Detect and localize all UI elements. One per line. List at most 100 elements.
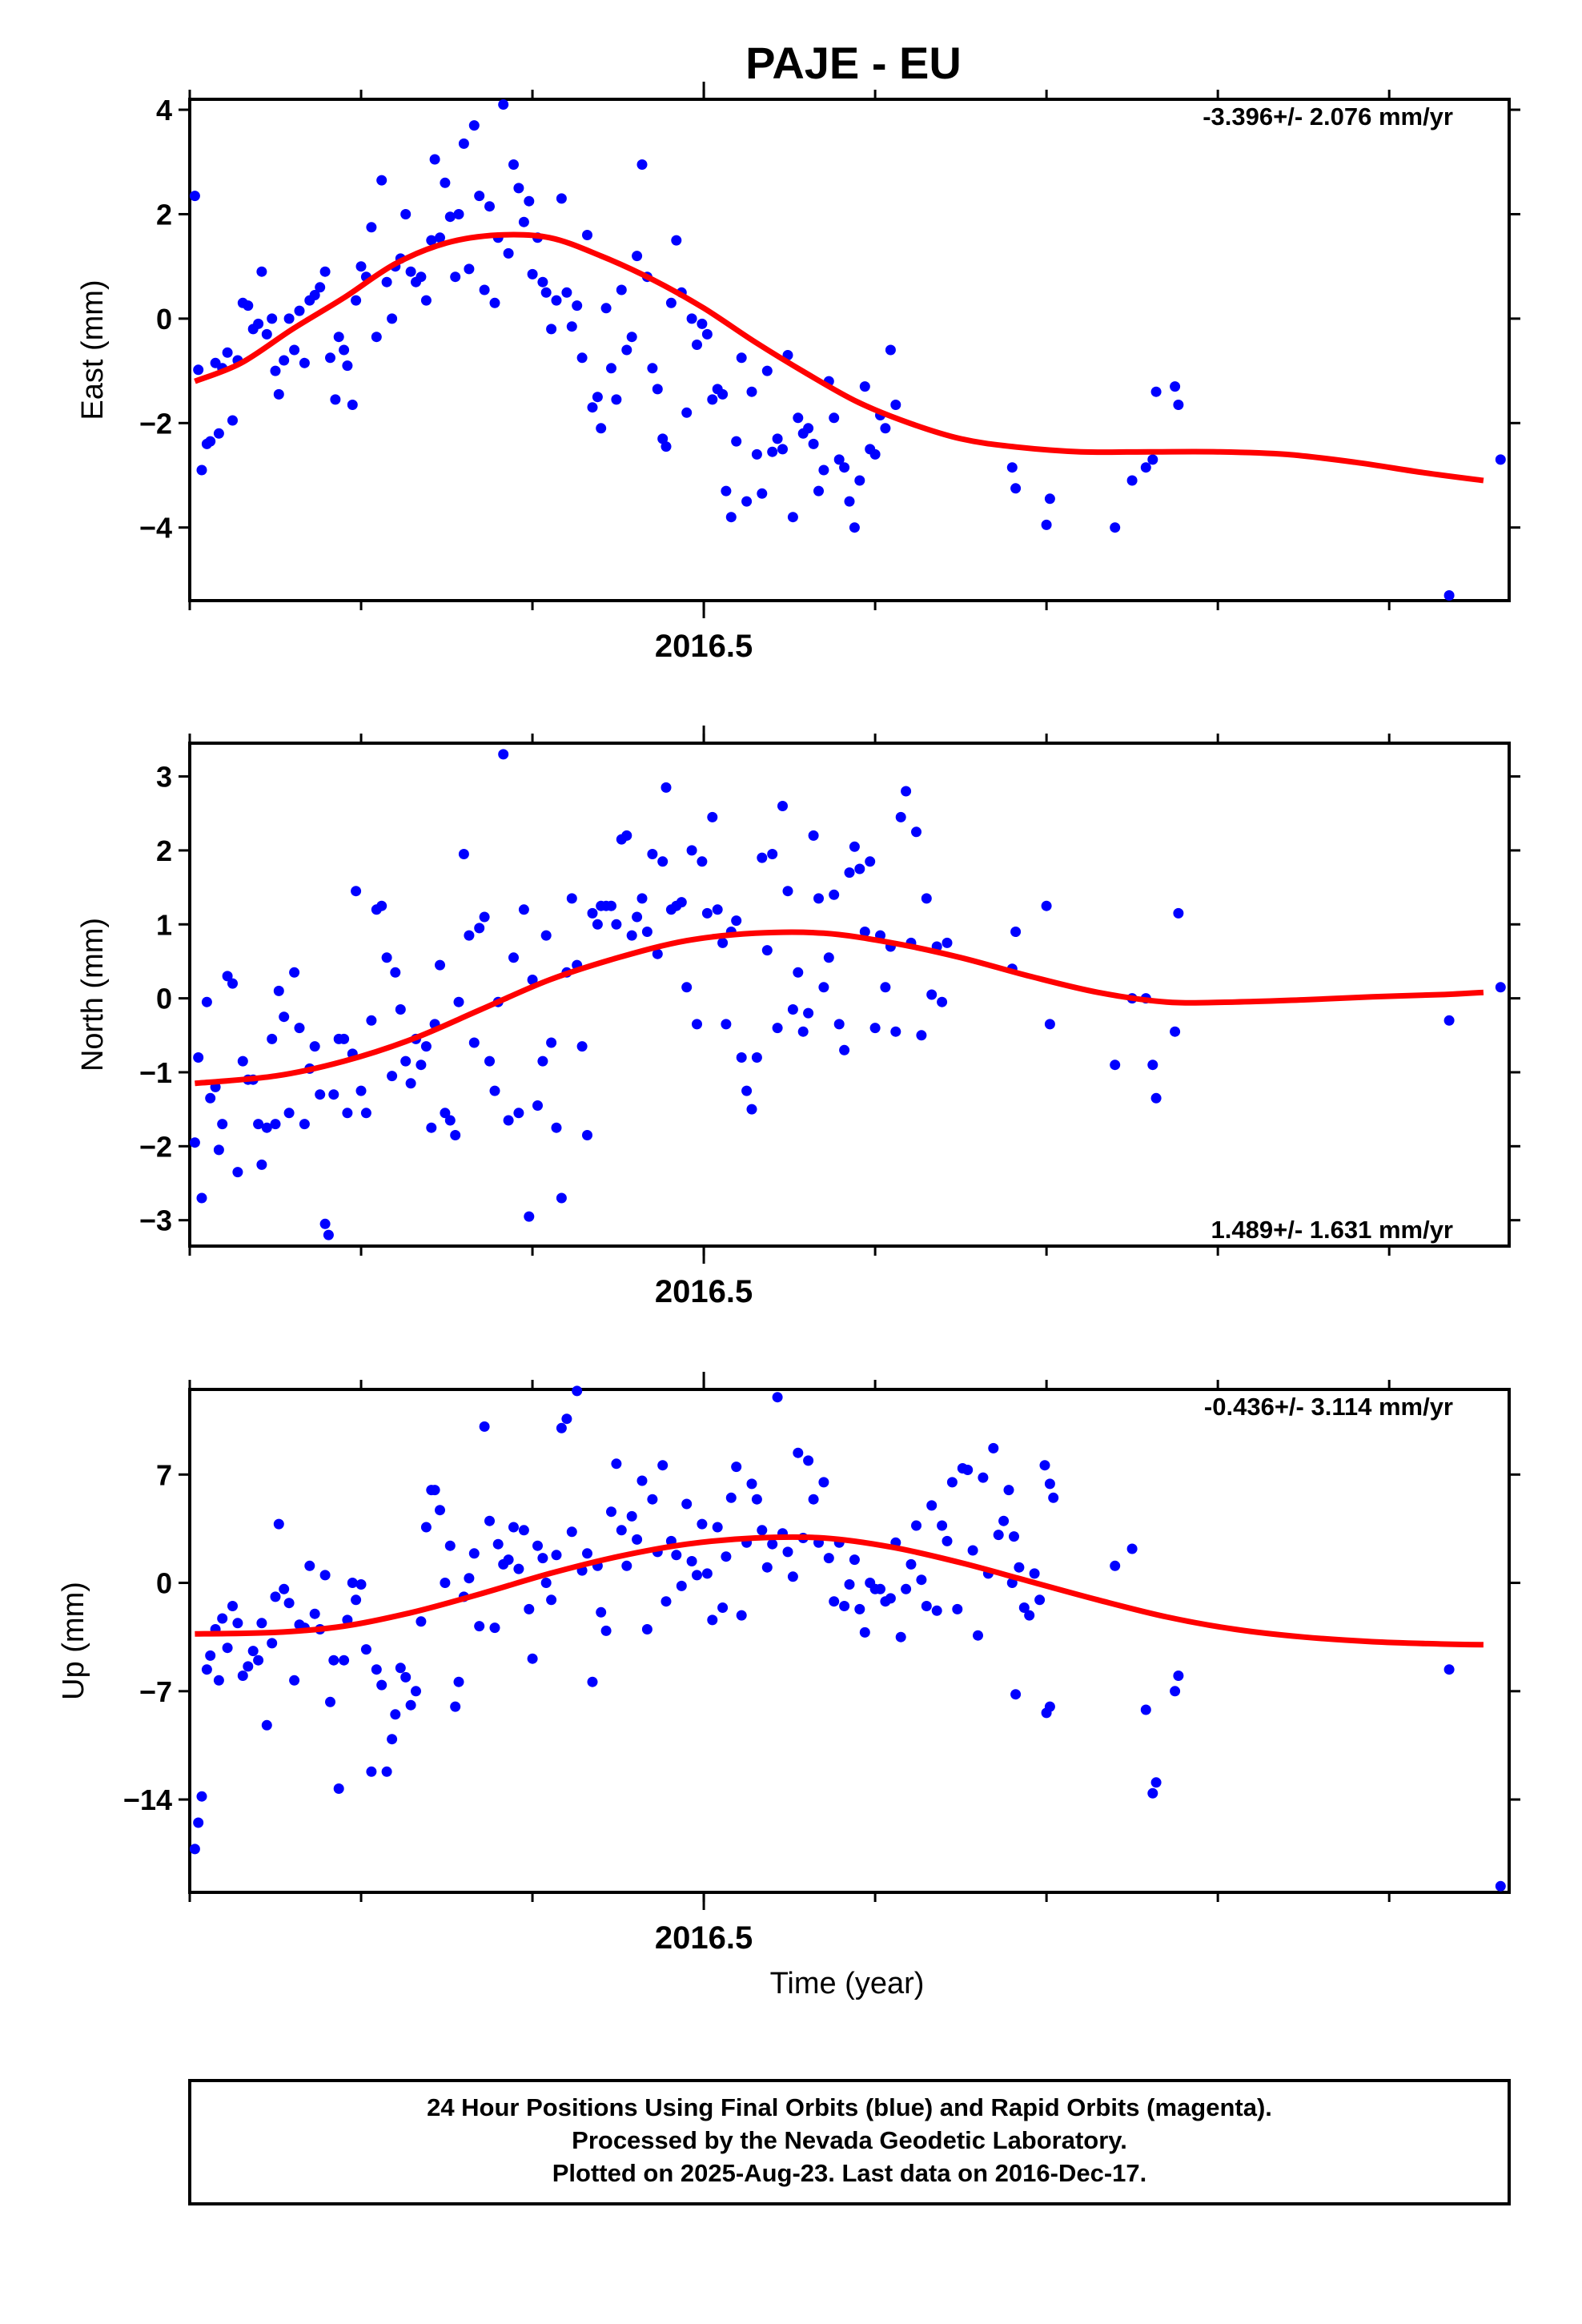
north-data-point	[803, 1007, 814, 1019]
up-data-point	[875, 1583, 885, 1594]
up-data-point	[213, 1675, 224, 1686]
up-data-point	[746, 1478, 757, 1490]
north-data-point	[890, 1026, 901, 1037]
north-data-point	[787, 1004, 798, 1015]
up-data-point	[395, 1663, 406, 1674]
up-data-point	[701, 1568, 713, 1579]
up-data-point	[895, 1631, 906, 1642]
east-data-point	[885, 344, 896, 356]
east-data-point	[808, 438, 819, 449]
north-data-point	[921, 893, 932, 904]
east-data-point	[636, 159, 648, 170]
east-data-point	[196, 464, 207, 476]
up-data-point	[347, 1578, 358, 1588]
up-data-point	[849, 1554, 860, 1566]
east-data-point	[849, 522, 860, 533]
north-data-point	[686, 845, 697, 856]
up-data-point	[355, 1579, 367, 1590]
east-data-point	[498, 99, 509, 110]
north-data-point	[911, 826, 921, 838]
north-data-point	[681, 982, 693, 993]
north-data-point	[901, 786, 912, 797]
up-data-point	[808, 1494, 819, 1505]
east-plot-frame	[188, 98, 1511, 602]
north-data-point	[468, 1037, 480, 1048]
north-data-point	[1041, 900, 1052, 911]
east-data-point	[1010, 483, 1022, 494]
north-data-point	[1173, 907, 1184, 919]
up-data-point	[328, 1655, 339, 1666]
north-data-point	[360, 1108, 371, 1119]
up-data-point	[360, 1644, 371, 1655]
up-data-point	[998, 1515, 1010, 1526]
east-data-point	[777, 444, 788, 455]
north-data-point	[647, 849, 658, 859]
east-data-point	[632, 251, 643, 262]
east-data-point	[227, 415, 238, 426]
up-data-point	[621, 1560, 632, 1571]
east-data-point	[213, 428, 224, 439]
north-points	[189, 749, 1506, 1240]
up-data-point	[1443, 1664, 1455, 1675]
north-data-point	[489, 1085, 500, 1096]
east-data-point	[859, 381, 870, 392]
east-data-point	[736, 352, 747, 364]
up-data-point	[1126, 1543, 1138, 1554]
up-data-point	[1039, 1460, 1050, 1471]
north-data-point	[351, 886, 362, 897]
east-data-point	[561, 287, 572, 298]
east-data-point	[692, 340, 702, 350]
up-data-point	[503, 1554, 514, 1566]
north-rate-label: 1.489+/- 1.631 mm/yr	[1211, 1216, 1453, 1244]
north-data-point	[524, 1211, 535, 1222]
north-data-point	[484, 1055, 495, 1067]
up-data-point	[1024, 1610, 1035, 1621]
up-data-point	[279, 1583, 290, 1594]
east-data-point	[854, 475, 865, 486]
up-model-curve	[195, 1534, 1484, 1648]
north-data-point	[772, 1023, 783, 1034]
east-data-point	[508, 159, 519, 170]
east-data-point	[681, 407, 693, 418]
east-data-point	[489, 297, 500, 308]
east-data-point	[839, 462, 850, 473]
north-data-point	[692, 1019, 702, 1030]
up-data-point	[247, 1646, 259, 1657]
east-data-point	[283, 313, 295, 324]
up-data-point	[1010, 1689, 1022, 1700]
east-panel: East (mm) -3.396+/- 2.076 mm/yr −4−2024 …	[76, 82, 1520, 664]
footer-line-2: Processed by the Nevada Geodetic Laborat…	[572, 2126, 1127, 2154]
north-data-point	[387, 1071, 398, 1082]
up-data-point	[921, 1601, 932, 1611]
up-data-point	[366, 1766, 377, 1777]
north-data-point	[1044, 1019, 1055, 1030]
north-data-point	[1495, 982, 1506, 993]
north-data-point	[937, 996, 948, 1007]
up-data-point	[479, 1421, 490, 1432]
east-data-point	[1041, 519, 1052, 530]
up-data-point	[967, 1545, 978, 1556]
north-data-point	[551, 1122, 562, 1133]
east-data-point	[426, 235, 437, 246]
up-data-point	[527, 1653, 538, 1664]
east-data-point	[652, 384, 663, 395]
up-data-point	[376, 1679, 387, 1691]
north-data-point	[592, 919, 603, 930]
east-data-point	[761, 365, 773, 376]
north-data-point	[309, 1041, 320, 1052]
north-data-point	[323, 1229, 334, 1240]
up-data-point	[911, 1520, 921, 1531]
east-data-point	[537, 276, 548, 287]
north-data-point	[479, 911, 490, 923]
north-data-point	[205, 1092, 216, 1104]
up-data-point	[540, 1578, 552, 1588]
north-data-point	[707, 811, 718, 822]
up-data-point	[721, 1551, 732, 1562]
up-data-point	[676, 1580, 687, 1591]
up-data-point	[751, 1494, 762, 1505]
north-data-point	[1443, 1015, 1455, 1026]
north-data-point	[636, 893, 648, 904]
north-data-point	[508, 952, 519, 963]
up-data-point	[803, 1455, 814, 1466]
up-data-point	[707, 1614, 718, 1626]
